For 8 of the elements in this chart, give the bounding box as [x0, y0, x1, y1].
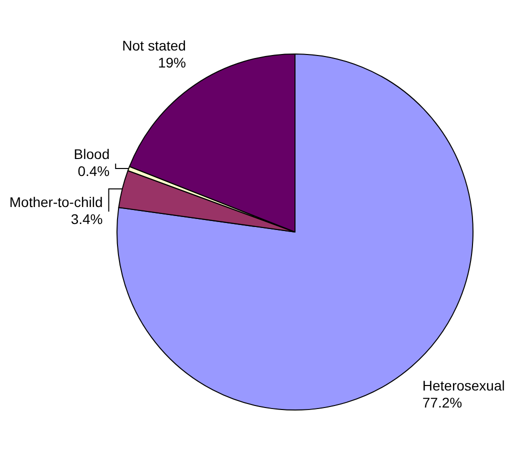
- data-label: 3.4%: [70, 211, 103, 228]
- slice-label: Heterosexual: [422, 377, 505, 394]
- slice-label: Blood: [74, 146, 110, 162]
- slice-label: Not stated: [122, 38, 186, 54]
- data-label: 0.4%: [78, 163, 110, 180]
- data-label: 77.2%: [422, 394, 462, 410]
- slice-label: Mother-to-child: [9, 194, 103, 210]
- data-label: 19%: [158, 54, 186, 71]
